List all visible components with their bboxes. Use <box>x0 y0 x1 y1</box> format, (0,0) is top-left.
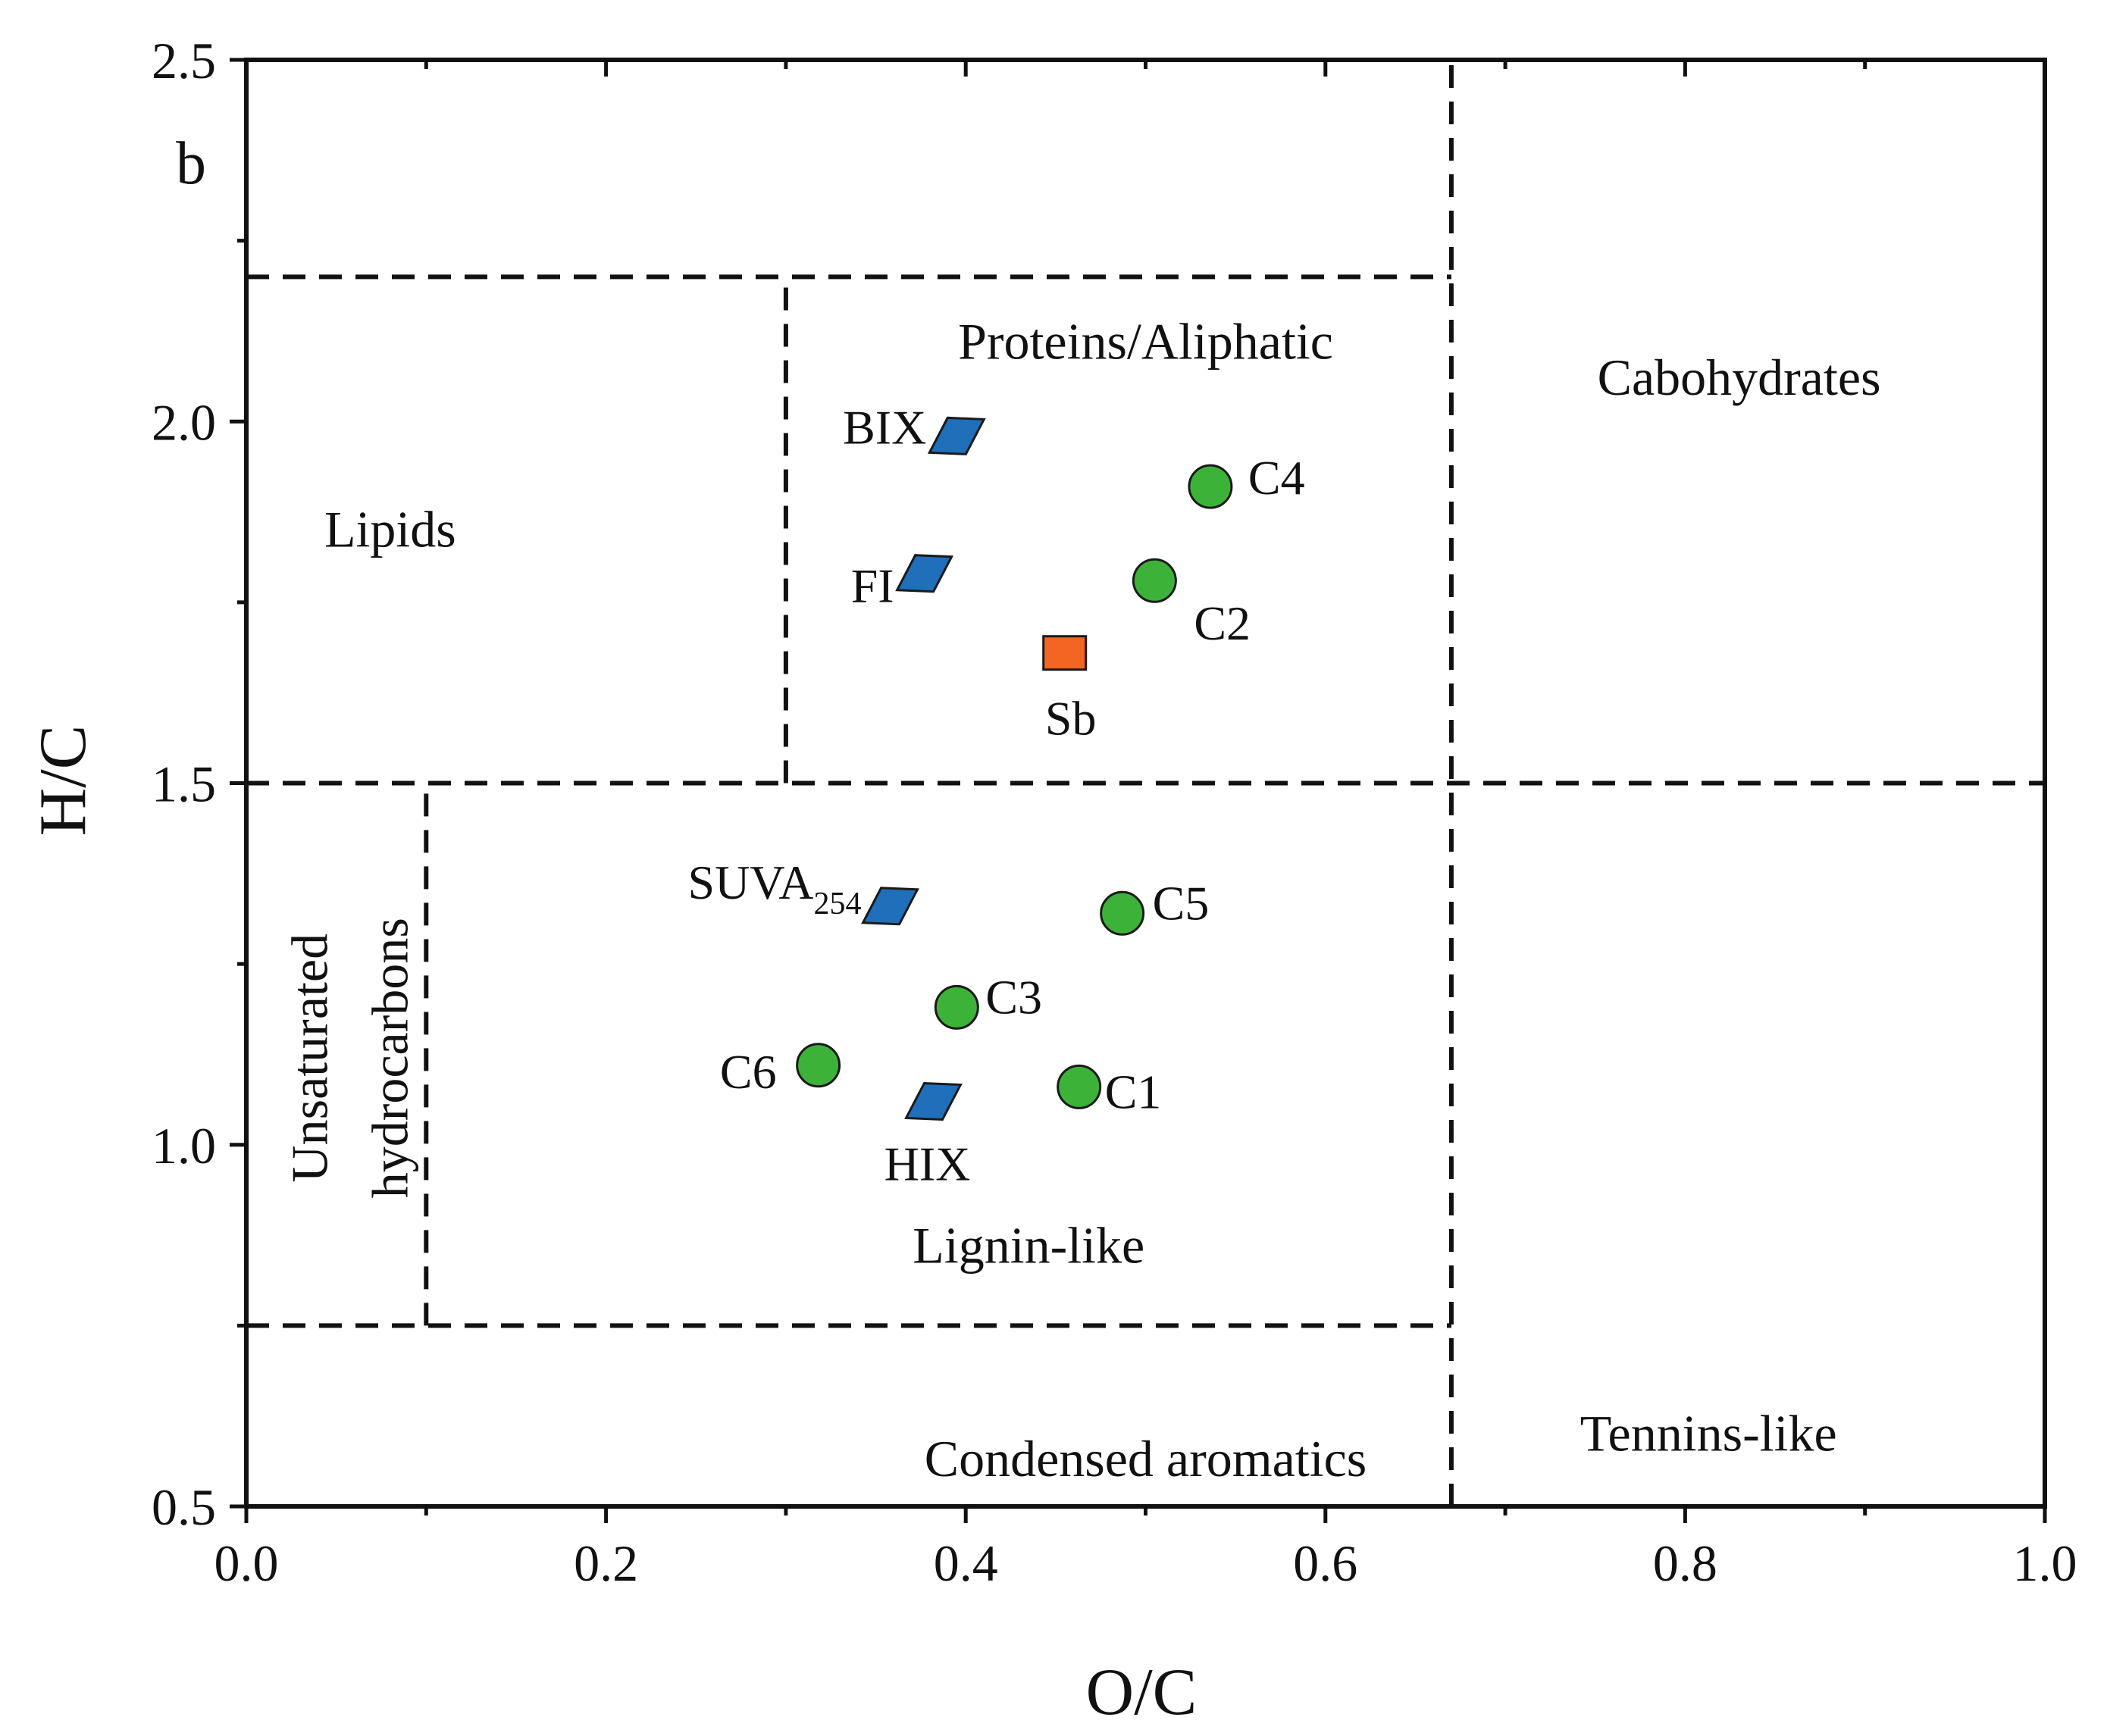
point-label-text: C4 <box>1248 451 1305 505</box>
region-label-proteins: Proteins/Aliphatic <box>958 312 1333 370</box>
point-bix-marker <box>927 416 986 455</box>
point-suva-label: SUVA254 <box>688 855 862 921</box>
x-tick-label: 0.8 <box>1653 1534 1717 1592</box>
point-c5-label: C5 <box>1153 876 1210 930</box>
point-hix-label: HIX <box>884 1137 971 1190</box>
point-c4-label: C4 <box>1248 451 1305 505</box>
x-axis-title: O/C <box>1086 1656 1198 1729</box>
panel-label: b <box>176 130 206 197</box>
point-fi-label: FI <box>851 559 894 613</box>
point-label-text: C3 <box>985 970 1042 1024</box>
point-label-text: BIX <box>843 400 926 454</box>
axes: 0.0 0.2 0.4 0.6 0.8 1.0 0.5 1.0 1.5 2.0 2.5 <box>152 32 2077 1592</box>
y-tick-label: 2.5 <box>152 32 216 89</box>
region-label-unsaturated-hydrocarbons: Unsaturated hydrocarbons <box>281 918 419 1198</box>
y-tick-label: 1.0 <box>152 1117 216 1175</box>
point-label-text: C2 <box>1194 596 1251 650</box>
point-label-text: Sb <box>1045 692 1097 746</box>
region-label-line: Unsaturated <box>281 934 339 1183</box>
region-labels: Lipids Proteins/Aliphatic Cabohydrates Lign… <box>281 312 1881 1487</box>
point-fi-marker <box>895 554 954 593</box>
x-tick-label: 1.0 <box>2013 1534 2077 1592</box>
point-hix-marker <box>904 1081 963 1121</box>
point-c3-marker <box>934 984 979 1030</box>
point-label-text: FI <box>851 559 894 613</box>
point-c4-marker <box>1188 464 1233 509</box>
point-c6-label: C6 <box>720 1045 777 1099</box>
point-c1-label: C1 <box>1105 1065 1162 1118</box>
point-label-text: C6 <box>720 1045 777 1099</box>
y-axis-title: H/C <box>27 725 100 837</box>
point-sb-label: Sb <box>1045 692 1097 746</box>
point-c1-marker <box>1057 1064 1102 1109</box>
x-tick-label: 0.2 <box>574 1534 638 1592</box>
point-c2-label: C2 <box>1194 596 1251 650</box>
region-label-condensed-aromatics: Condensed aromatics <box>925 1430 1367 1487</box>
point-c5-marker <box>1100 890 1145 936</box>
point-c6-marker <box>796 1043 841 1088</box>
point-label-text: SUVA <box>688 855 814 909</box>
point-sb-marker <box>1042 635 1088 671</box>
point-label-text: C5 <box>1153 876 1210 930</box>
x-tick-label: 0.6 <box>1293 1534 1357 1592</box>
y-tick-label: 1.5 <box>152 755 216 813</box>
point-suva-marker <box>861 887 919 926</box>
data-points: C1 C2 C3 C4 C5 C6 BIX FI SUVA254 HIX Sb <box>688 400 1305 1190</box>
x-tick-label: 0.4 <box>934 1534 998 1592</box>
region-label-lipids: Lipids <box>324 500 456 558</box>
y-tick-label: 0.5 <box>152 1478 216 1536</box>
region-label-line: hydrocarbons <box>362 918 419 1198</box>
point-label-text: C1 <box>1105 1065 1162 1118</box>
point-label-text: HIX <box>884 1137 971 1190</box>
region-label-lignin: Lignin-like <box>913 1216 1144 1274</box>
y-tick-label: 2.0 <box>152 393 216 451</box>
point-c3-label: C3 <box>985 970 1042 1024</box>
region-label-tannins: Tennins-like <box>1580 1405 1837 1462</box>
region-label-carbohydrates: Cabohydrates <box>1598 349 1881 406</box>
point-bix-label: BIX <box>843 400 926 454</box>
point-label-subscript: 254 <box>814 887 862 921</box>
region-boundaries <box>246 60 2045 1506</box>
point-c2-marker <box>1132 558 1177 603</box>
x-tick-label: 0.0 <box>214 1534 279 1592</box>
